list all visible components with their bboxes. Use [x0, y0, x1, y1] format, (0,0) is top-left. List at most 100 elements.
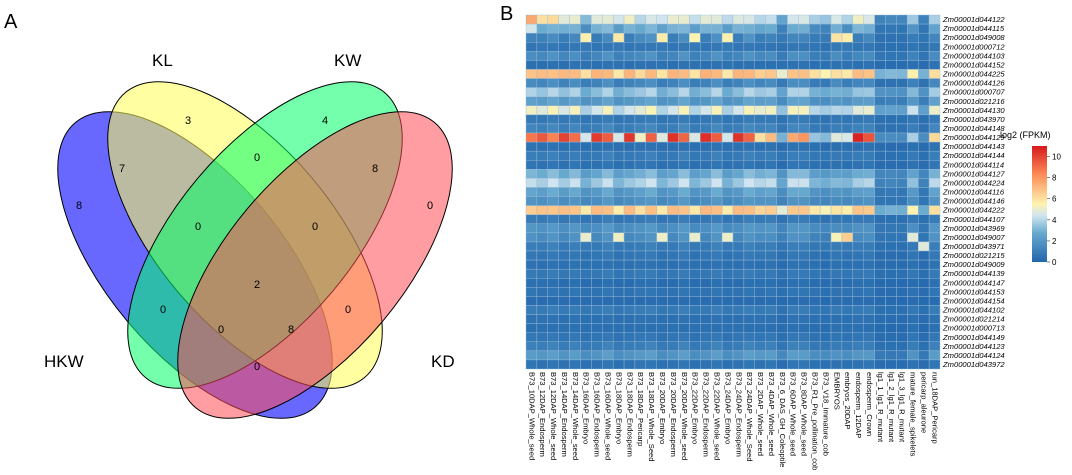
heatmap-cell [525, 250, 538, 261]
heatmap-cell [809, 350, 821, 361]
heatmap-cell [536, 278, 548, 288]
heatmap-cell [918, 14, 930, 25]
heatmap-cell [852, 314, 864, 324]
heatmap-cell [634, 14, 647, 25]
heatmap-cell [765, 60, 777, 70]
heatmap-cell [863, 305, 875, 315]
heatmap-cell [700, 305, 712, 315]
heatmap-cell [623, 341, 636, 352]
heatmap-cell [896, 350, 908, 361]
heatmap-cell [809, 232, 821, 243]
heatmap-cell [689, 42, 701, 52]
heatmap-cell [678, 132, 690, 143]
heatmap-cell [841, 178, 854, 188]
heatmap-cell [787, 51, 799, 61]
heatmap-cell [896, 96, 908, 106]
heatmap-cell [645, 350, 657, 361]
heatmap-cell [830, 278, 843, 288]
heatmap-cell [754, 123, 766, 134]
heatmap-cell [580, 305, 592, 315]
heatmap-cell [721, 23, 734, 34]
heatmap-cell [558, 296, 570, 306]
heatmap-cell [787, 259, 799, 270]
heatmap-cell [776, 114, 788, 125]
heatmap-cell [667, 78, 679, 88]
heatmap-cell [689, 214, 701, 224]
heatmap-cell [787, 341, 799, 352]
heatmap-cell [558, 69, 570, 79]
heatmap-cell [558, 314, 570, 324]
heatmap-cell [754, 305, 766, 315]
heatmap-cell [711, 314, 723, 324]
heatmap-cell [765, 14, 777, 25]
heatmap-cell [547, 214, 559, 224]
row-label: Zm00001d049007 [942, 233, 1005, 242]
heatmap-cell [623, 187, 636, 197]
heatmap-cell [819, 32, 832, 43]
heatmap-cell [558, 359, 570, 370]
heatmap-cell [918, 214, 930, 224]
heatmap-cell [765, 69, 777, 79]
heatmap-cell [928, 341, 941, 352]
heatmap-cell [580, 96, 592, 106]
heatmap-cell [591, 14, 603, 25]
heatmap-cell [700, 123, 712, 134]
heatmap-cell [602, 350, 614, 361]
heatmap-cell [798, 341, 810, 352]
heatmap-cell [689, 287, 701, 297]
heatmap-cell [711, 323, 723, 333]
heatmap-cell [569, 232, 581, 243]
heatmap-cell [918, 223, 930, 234]
heatmap-cell [863, 250, 875, 261]
heatmap-cell [928, 132, 941, 143]
heatmap-cell [907, 278, 919, 288]
heatmap-cell [928, 96, 941, 106]
heatmap-cell [711, 232, 723, 243]
heatmap-cell [863, 96, 875, 106]
heatmap-cell [743, 42, 755, 52]
heatmap-cell [732, 69, 745, 79]
heatmap-cell [678, 241, 690, 252]
heatmap-cell [732, 23, 745, 34]
heatmap-cell [634, 332, 647, 342]
heatmap-cell [645, 214, 657, 224]
heatmap-cell [547, 42, 559, 52]
heatmap-cell [558, 187, 570, 197]
heatmap-cell [754, 141, 766, 152]
heatmap-cell [711, 123, 723, 134]
heatmap-cell [536, 105, 548, 116]
heatmap-cell [700, 205, 712, 215]
heatmap-cell [743, 332, 755, 342]
heatmap-cell [721, 250, 734, 261]
heatmap-cell [776, 123, 788, 134]
heatmap-cell [700, 78, 712, 88]
heatmap-cell [732, 223, 745, 234]
heatmap-cell [732, 314, 745, 324]
heatmap-cell [569, 314, 581, 324]
heatmap-cell [558, 60, 570, 70]
heatmap-cell [656, 187, 668, 197]
heatmap-cell [634, 78, 647, 88]
heatmap-cell [569, 278, 581, 288]
heatmap-cell [525, 187, 538, 197]
heatmap-cell [721, 132, 734, 143]
heatmap-cell [689, 323, 701, 333]
heatmap-cell [711, 223, 723, 234]
heatmap-cell [754, 250, 766, 261]
heatmap-cell [525, 241, 538, 252]
heatmap-cell [558, 223, 570, 234]
heatmap-cell [689, 14, 701, 25]
heatmap-cell [819, 241, 832, 252]
heatmap-cell [591, 141, 603, 152]
heatmap-cell [863, 42, 875, 52]
heatmap-cell [656, 32, 668, 43]
heatmap-cell [656, 132, 668, 143]
row-label: Zm00001d021216 [942, 97, 1005, 106]
heatmap-cell [602, 305, 614, 315]
heatmap-cell [830, 268, 843, 279]
heatmap-cell [885, 160, 897, 170]
heatmap-cell [667, 141, 679, 152]
heatmap-cell [874, 78, 886, 88]
heatmap-cell [754, 296, 766, 306]
heatmap-cell [580, 205, 592, 215]
